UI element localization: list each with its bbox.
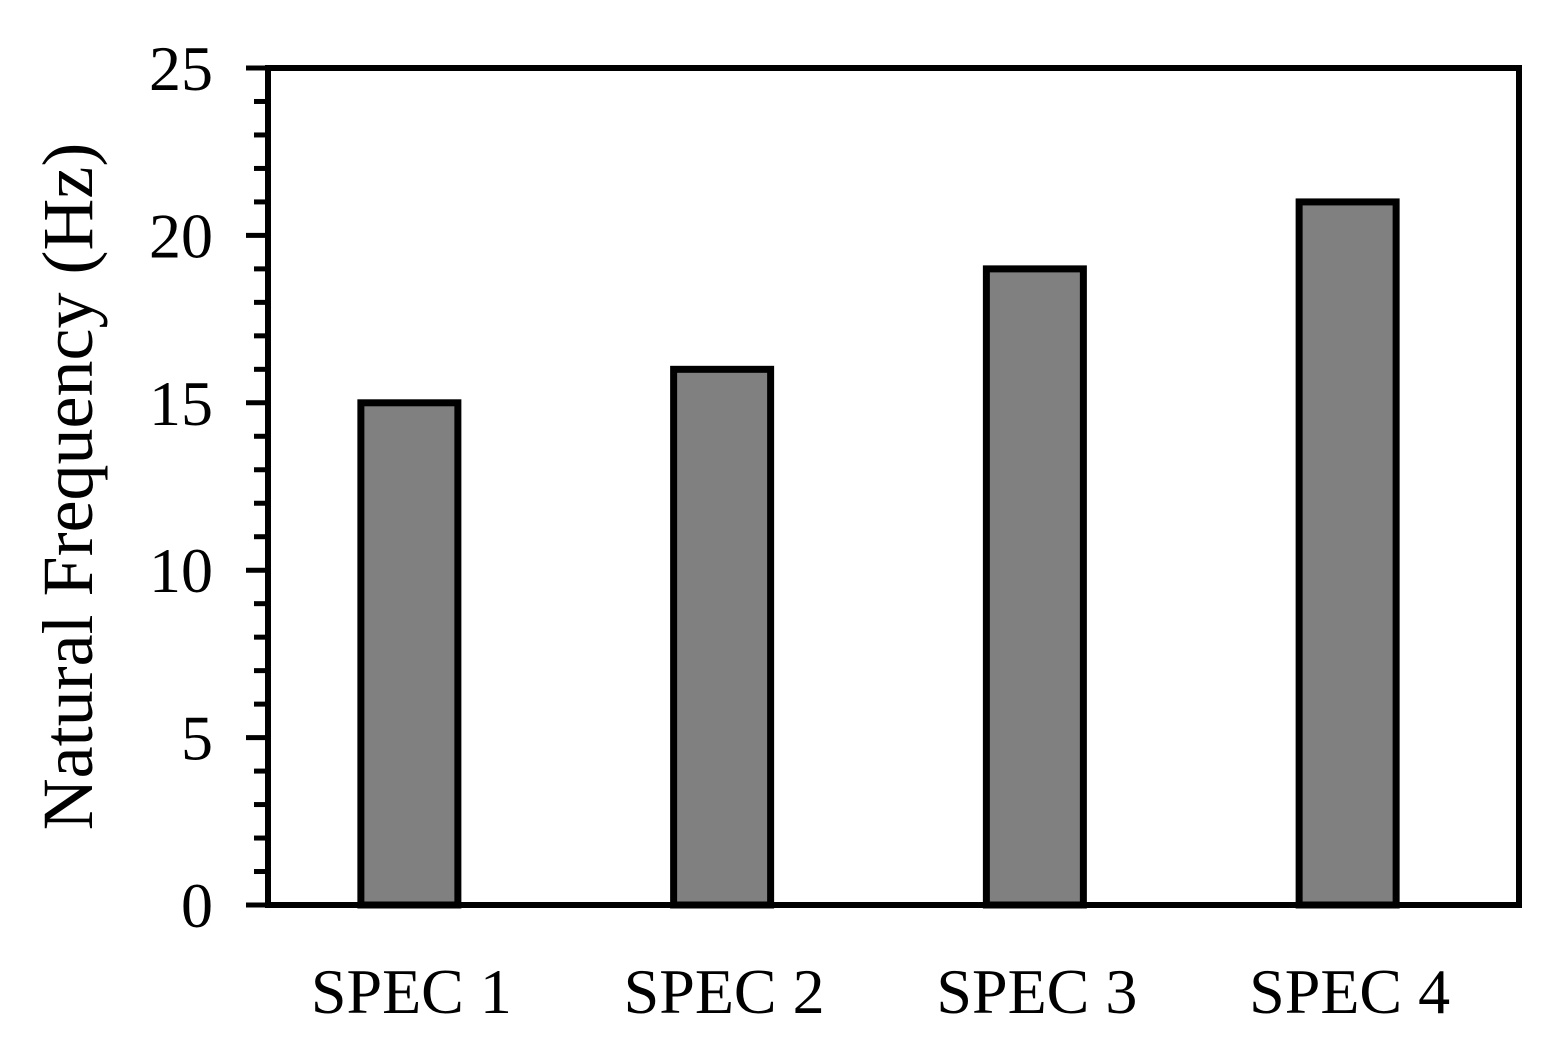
bars xyxy=(357,198,1400,909)
y-tick-label: 10 xyxy=(149,535,213,606)
y-tick-label: 0 xyxy=(181,870,213,941)
y-tick-label: 20 xyxy=(149,200,213,271)
y-tick-label: 25 xyxy=(149,33,213,104)
bar xyxy=(982,265,1087,909)
x-tick-label: SPEC 1 xyxy=(311,956,512,1027)
plot-frame xyxy=(265,65,1522,908)
bar xyxy=(1295,198,1400,909)
y-axis-label: Natural Frequency (Hz) xyxy=(28,143,108,831)
x-tick-label: SPEC 2 xyxy=(624,956,825,1027)
y-axis-ticks xyxy=(246,65,268,908)
x-tick-label: SPEC 4 xyxy=(1249,956,1450,1027)
y-tick-label: 5 xyxy=(181,703,213,774)
bar xyxy=(357,399,462,909)
y-tick-labels: 0 5 10 15 20 25 xyxy=(149,33,213,941)
y-tick-label: 15 xyxy=(149,368,213,439)
bar xyxy=(670,365,775,909)
x-tick-labels: SPEC 1 SPEC 2 SPEC 3 SPEC 4 xyxy=(311,956,1450,1027)
x-tick-label: SPEC 3 xyxy=(936,956,1137,1027)
